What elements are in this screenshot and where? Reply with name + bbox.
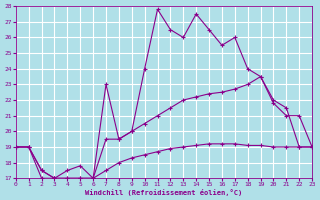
X-axis label: Windchill (Refroidissement éolien,°C): Windchill (Refroidissement éolien,°C) <box>85 189 243 196</box>
